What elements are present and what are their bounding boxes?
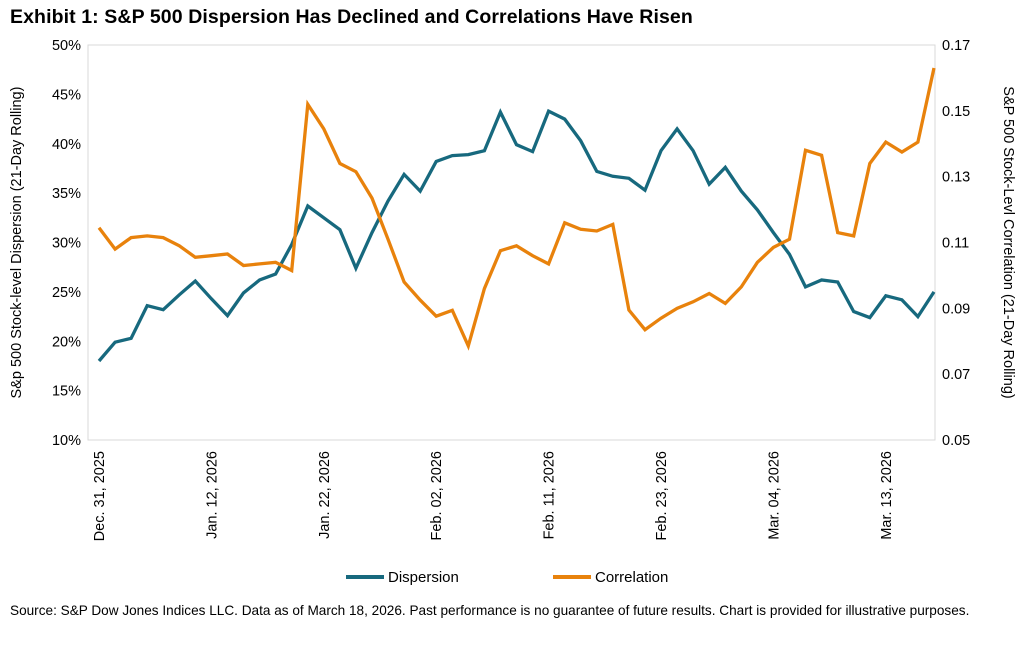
correlation-line <box>97 67 936 351</box>
dispersion-line <box>97 108 936 363</box>
tick-label: Jan. 12, 2026 <box>204 451 220 539</box>
tick-label: 20% <box>52 334 81 350</box>
tick-label: 40% <box>52 137 81 153</box>
tick-label: 50% <box>52 38 81 54</box>
left-axis-title: S&p 500 Stock-level Dispersion (21-Day R… <box>9 87 25 399</box>
tick-label: 15% <box>52 384 81 400</box>
tick-label: 30% <box>52 236 81 252</box>
x-axis-tick-labels: Dec. 31, 2025 Jan. 12, 2026 Jan. 22, 2026 F… <box>92 451 895 541</box>
legend: Dispersion Correlation <box>346 569 668 586</box>
tick-label: 0.07 <box>942 367 970 383</box>
tick-label: Feb. 02, 2026 <box>429 451 445 541</box>
tick-label: Dec. 31, 2025 <box>92 451 108 541</box>
plot-area <box>87 44 936 441</box>
dispersion-legend-label: Dispersion <box>388 569 459 586</box>
tick-label: 45% <box>52 87 81 103</box>
tick-label: Feb. 11, 2026 <box>542 451 558 539</box>
tick-label: Jan. 22, 2026 <box>317 451 333 539</box>
tick-label: 0.05 <box>942 433 970 449</box>
tick-label: 10% <box>52 433 81 449</box>
tick-label: 0.11 <box>942 236 969 252</box>
chart-title: Exhibit 1: S&P 500 Dispersion Has Declin… <box>10 6 693 28</box>
source-note: Source: S&P Dow Jones Indices LLC. Data … <box>10 603 970 618</box>
tick-label: 0.17 <box>942 38 970 54</box>
tick-label: Feb. 23, 2026 <box>654 451 670 541</box>
left-axis-tick-labels: 50% 45% 40% 35% 30% 25% 20% 15% 10% <box>52 38 81 449</box>
right-axis-title: S&P 500 Stock-Levl Correlation (21-Day R… <box>1000 86 1016 398</box>
tick-label: Mar. 13, 2026 <box>879 451 895 540</box>
tick-label: Mar. 04, 2026 <box>766 451 782 540</box>
correlation-legend-label: Correlation <box>595 569 668 586</box>
tick-label: 0.15 <box>942 104 970 120</box>
tick-label: 0.09 <box>942 301 970 317</box>
chart-canvas: 50% 45% 40% 35% 30% 25% 20% 15% 10% 0.17 0.15 0.13… <box>9 38 1016 586</box>
tick-label: 35% <box>52 186 81 202</box>
tick-label: 25% <box>52 285 81 301</box>
right-axis-tick-labels: 0.17 0.15 0.13 0.11 0.09 0.07 0.05 <box>942 38 970 449</box>
tick-label: 0.13 <box>942 170 970 186</box>
